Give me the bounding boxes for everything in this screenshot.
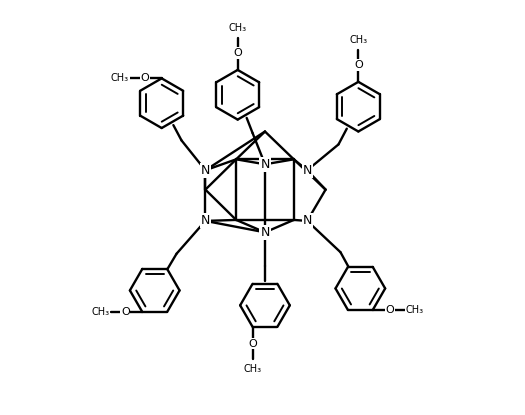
Text: O: O (354, 60, 363, 70)
Text: O: O (248, 339, 257, 349)
Text: O: O (121, 307, 130, 317)
Text: CH₃: CH₃ (349, 35, 367, 45)
Text: O: O (140, 73, 149, 83)
Text: N: N (260, 158, 270, 171)
Text: CH₃: CH₃ (405, 305, 424, 315)
Text: CH₃: CH₃ (91, 307, 110, 317)
Text: N: N (201, 164, 210, 177)
Text: O: O (233, 48, 242, 58)
Text: CH₃: CH₃ (244, 364, 261, 374)
Text: N: N (302, 215, 312, 227)
Text: CH₃: CH₃ (111, 73, 129, 83)
Text: CH₃: CH₃ (228, 23, 247, 33)
Text: N: N (201, 215, 210, 227)
Text: N: N (260, 226, 270, 239)
Text: N: N (302, 164, 312, 177)
Text: O: O (385, 305, 394, 315)
